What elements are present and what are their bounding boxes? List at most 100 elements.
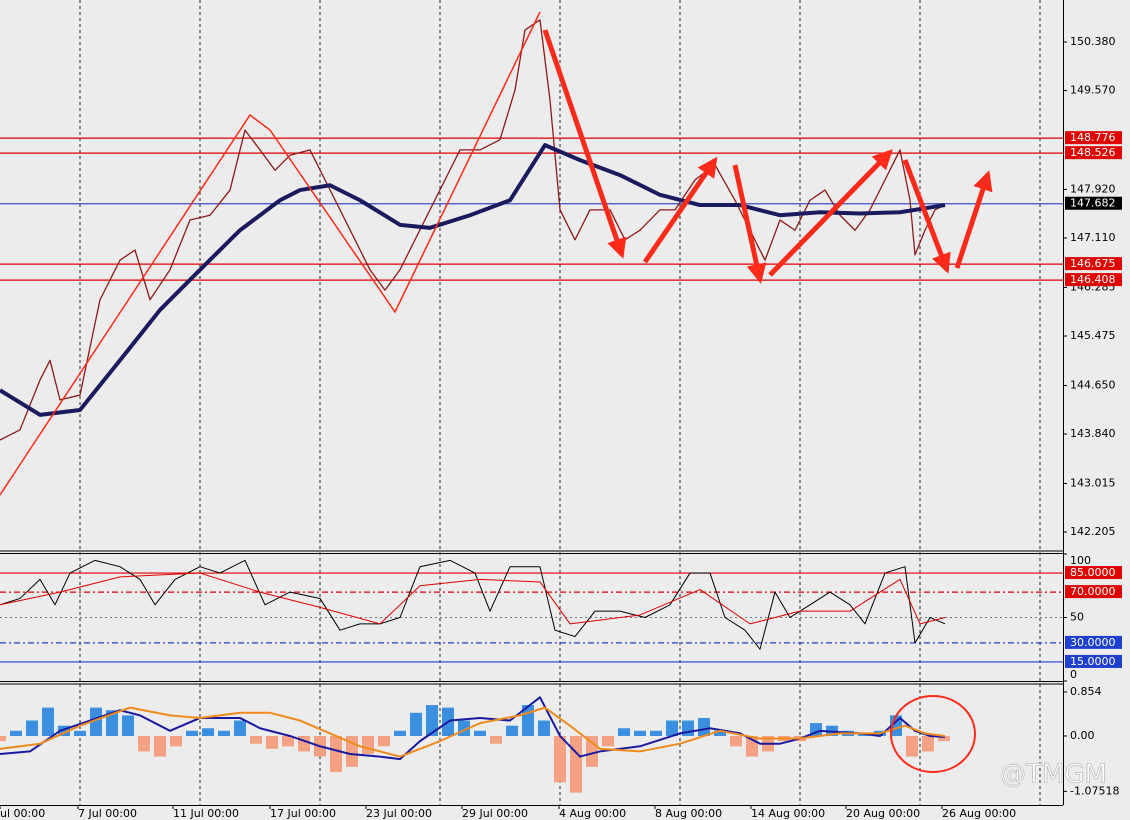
histogram-bar — [410, 712, 422, 736]
level-label-box — [1065, 635, 1122, 649]
level-label-box — [1065, 146, 1122, 160]
y-tick-label: 50 — [1070, 611, 1084, 624]
y-tick-label: 142.205 — [1070, 525, 1116, 538]
y-tick-label: 0.854 — [1070, 685, 1102, 698]
level-label: 146.675 — [1070, 257, 1116, 270]
x-tick-label: 20 Aug 00:00 — [846, 807, 920, 820]
histogram-bar — [202, 728, 214, 736]
x-tick-label: 11 Jul 00:00 — [173, 807, 239, 820]
histogram-bar — [474, 730, 486, 736]
histogram-bar — [730, 735, 742, 747]
histogram-bar — [634, 730, 646, 736]
histogram-bar — [938, 735, 950, 742]
histogram-bar — [154, 735, 166, 757]
series-line — [0, 19, 946, 441]
histogram-bar — [538, 720, 550, 736]
x-tick-label: 4 Aug 00:00 — [559, 807, 626, 820]
series-line — [0, 696, 946, 761]
level-label-box — [1065, 566, 1122, 580]
level-label: 147.682 — [1070, 197, 1116, 210]
histogram-bar — [426, 705, 438, 736]
level-label-box — [1065, 257, 1122, 271]
histogram-bar — [282, 735, 294, 747]
histogram-bar — [906, 735, 918, 757]
histogram-bar — [714, 730, 726, 736]
histogram-bar — [218, 730, 230, 736]
series-line — [0, 143, 946, 417]
histogram-bar — [58, 725, 70, 736]
histogram-bar — [234, 720, 246, 736]
histogram-bar — [922, 735, 934, 752]
histogram-bar — [74, 730, 86, 736]
x-tick-label: 7 Jul 00:00 — [78, 807, 137, 820]
x-tick-label: ul 00:00 — [0, 807, 45, 820]
series-line — [0, 559, 946, 650]
histogram-bar — [586, 735, 598, 767]
level-label-box — [1065, 273, 1122, 287]
histogram-bar — [490, 735, 502, 744]
histogram-bar — [250, 735, 262, 744]
histogram-bar — [266, 735, 278, 749]
histogram-bar — [106, 710, 118, 736]
level-label-box — [1065, 131, 1122, 145]
histogram-bar — [570, 735, 582, 793]
time-grid — [79, 0, 1041, 805]
y-tick-label: 147.920 — [1070, 182, 1116, 195]
histogram-bar — [554, 735, 566, 783]
level-label: 148.526 — [1070, 146, 1116, 159]
x-tick-label: 23 Jul 00:00 — [366, 807, 432, 820]
histogram-bar — [394, 730, 406, 736]
histogram-bar — [138, 735, 150, 752]
histogram-bar — [10, 730, 22, 736]
level-label-box — [1065, 196, 1122, 210]
y-tick-label: 150.380 — [1070, 35, 1116, 48]
histogram-bar — [186, 730, 198, 736]
series-line — [0, 572, 946, 625]
histogram-bar — [378, 735, 390, 747]
histogram-bar — [122, 715, 134, 736]
level-label: 85.0000 — [1070, 566, 1116, 579]
level-label-box — [1065, 585, 1122, 599]
y-tick-label: 0 — [1070, 668, 1077, 681]
histogram-bar — [26, 720, 38, 736]
y-tick-label: -1.07518 — [1070, 784, 1119, 797]
panel-borders — [0, 0, 1064, 806]
level-label-box — [1065, 654, 1122, 668]
x-tick-label: 8 Aug 00:00 — [655, 807, 722, 820]
histogram-bar — [170, 735, 182, 747]
x-tick-label: 14 Aug 00:00 — [751, 807, 825, 820]
annotations — [0, 11, 993, 773]
level-label: 30.0000 — [1070, 636, 1116, 649]
y-tick-label: 143.015 — [1070, 476, 1116, 489]
level-label: 148.776 — [1070, 131, 1116, 144]
histogram-bar — [698, 717, 710, 736]
histogram-bar — [650, 730, 662, 736]
histogram-bar — [90, 707, 102, 736]
x-tick-label: 29 Jul 00:00 — [462, 807, 528, 820]
series-line — [0, 706, 946, 758]
y-tick-label: 147.110 — [1070, 231, 1116, 244]
level-label: 146.408 — [1070, 273, 1116, 286]
y-tick-label: 144.650 — [1070, 378, 1116, 391]
histogram-bar — [42, 707, 54, 736]
histogram-bar — [666, 720, 678, 736]
x-tick-label: 26 Aug 00:00 — [942, 807, 1016, 820]
histogram-bar — [0, 735, 6, 742]
histogram-bar — [330, 735, 342, 773]
histogram-bar — [506, 725, 518, 736]
x-tick-label: 17 Jul 00:00 — [270, 807, 336, 820]
y-tick-label: 0.00 — [1070, 729, 1095, 742]
histogram-bar — [618, 728, 630, 736]
histogram-bar — [602, 735, 614, 747]
watermark: @TMGM — [1000, 760, 1107, 790]
y-tick-label: 149.570 — [1070, 84, 1116, 97]
histogram-bar — [362, 735, 374, 755]
y-tick-label: 145.475 — [1070, 329, 1116, 342]
level-label: 70.0000 — [1070, 585, 1116, 598]
level-label: 15.0000 — [1070, 655, 1116, 668]
y-tick-label: 143.840 — [1070, 427, 1116, 440]
y-tick-label: 100 — [1070, 554, 1091, 567]
